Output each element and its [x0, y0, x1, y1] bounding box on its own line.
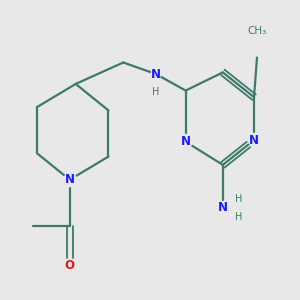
Text: N: N	[218, 201, 228, 214]
Text: CH₃: CH₃	[248, 26, 267, 36]
Text: O: O	[65, 259, 75, 272]
Text: H: H	[236, 212, 243, 222]
Text: N: N	[249, 134, 259, 147]
Text: H: H	[152, 87, 160, 97]
Text: H: H	[236, 194, 243, 203]
Text: N: N	[181, 135, 191, 148]
Text: N: N	[151, 68, 161, 80]
Text: N: N	[65, 173, 75, 186]
